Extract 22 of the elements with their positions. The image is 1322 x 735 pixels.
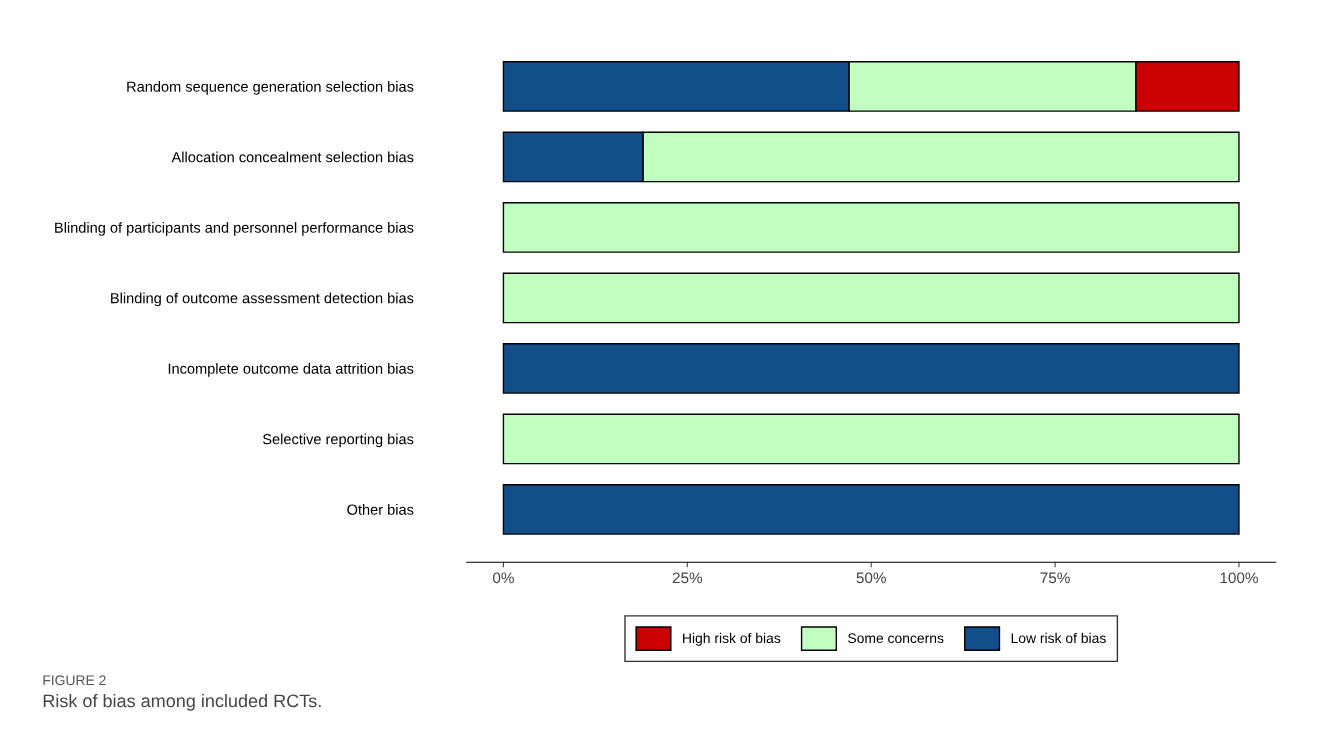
y-tick-label: Selective reporting bias (262, 433, 414, 448)
x-tick-label: 100% (1220, 572, 1258, 584)
bar (502, 343, 1240, 394)
y-tick-label: Other bias (347, 504, 414, 515)
x-tick-label: 50% (856, 572, 886, 584)
x-tick-label: 0% (493, 572, 514, 584)
legend-label: High risk of bias (683, 632, 781, 646)
bar (502, 272, 1240, 324)
bar (502, 484, 1240, 535)
x-tick-label: 25% (672, 572, 703, 584)
y-tick-label: Allocation concealment selection bias (171, 151, 414, 163)
y-tick-label: Blinding of outcome assessment detection bias (111, 292, 414, 307)
caption: FIGURE 2 (43, 675, 106, 686)
legend-label: Low risk of bias (1011, 632, 1106, 644)
y-tick-label: Incomplete outcome data attrition bias (168, 363, 414, 377)
text: Risk of bias among included RCTs. (43, 693, 321, 711)
x-tick-label: 75% (1040, 572, 1070, 584)
y-tick-label: Blinding of participants and personnel performance bias (55, 222, 414, 236)
bar (502, 413, 1240, 465)
y-tick-label: Random sequence generation selection bias (127, 81, 414, 95)
bar (502, 202, 1240, 253)
legend-label: Some concerns (848, 633, 944, 644)
